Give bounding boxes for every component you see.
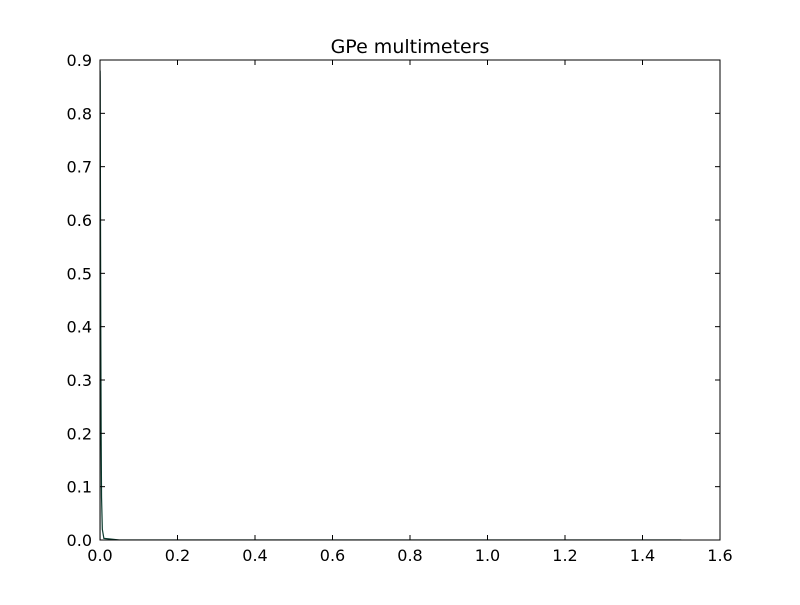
y-tick-label: 0.5 bbox=[67, 264, 92, 283]
x-tick-label: 1.4 bbox=[630, 546, 655, 565]
y-tick-label: 0.9 bbox=[67, 51, 92, 70]
y-tick-label: 0.4 bbox=[67, 318, 92, 337]
x-tick-label: 1.0 bbox=[475, 546, 500, 565]
x-tick-label: 0.0 bbox=[87, 546, 112, 565]
x-tick-label: 0.8 bbox=[397, 546, 422, 565]
x-tick-label: 1.6 bbox=[707, 546, 732, 565]
x-tick-label: 0.2 bbox=[165, 546, 190, 565]
axes: 0.0 0.2 0.4 0.6 0.8 1.0 1.2 1.4 1.6 0.0 0.1 0.2 0.3 0… bbox=[67, 51, 733, 565]
x-tick-label: 0.6 bbox=[320, 546, 345, 565]
chart-title: GPe multimeters bbox=[331, 36, 490, 58]
y-tick-label: 0.6 bbox=[67, 211, 92, 230]
y-tick-label: 0.8 bbox=[67, 104, 92, 123]
x-tick-label: 1.2 bbox=[552, 546, 577, 565]
y-tick-label: 0.1 bbox=[67, 478, 92, 497]
x-tick-label: 0.4 bbox=[242, 546, 267, 565]
y-tick-label: 0.0 bbox=[67, 531, 92, 550]
y-tick-label: 0.2 bbox=[67, 424, 92, 443]
y-tick-label: 0.3 bbox=[67, 371, 92, 390]
y-tick-label: 0.7 bbox=[67, 158, 92, 177]
